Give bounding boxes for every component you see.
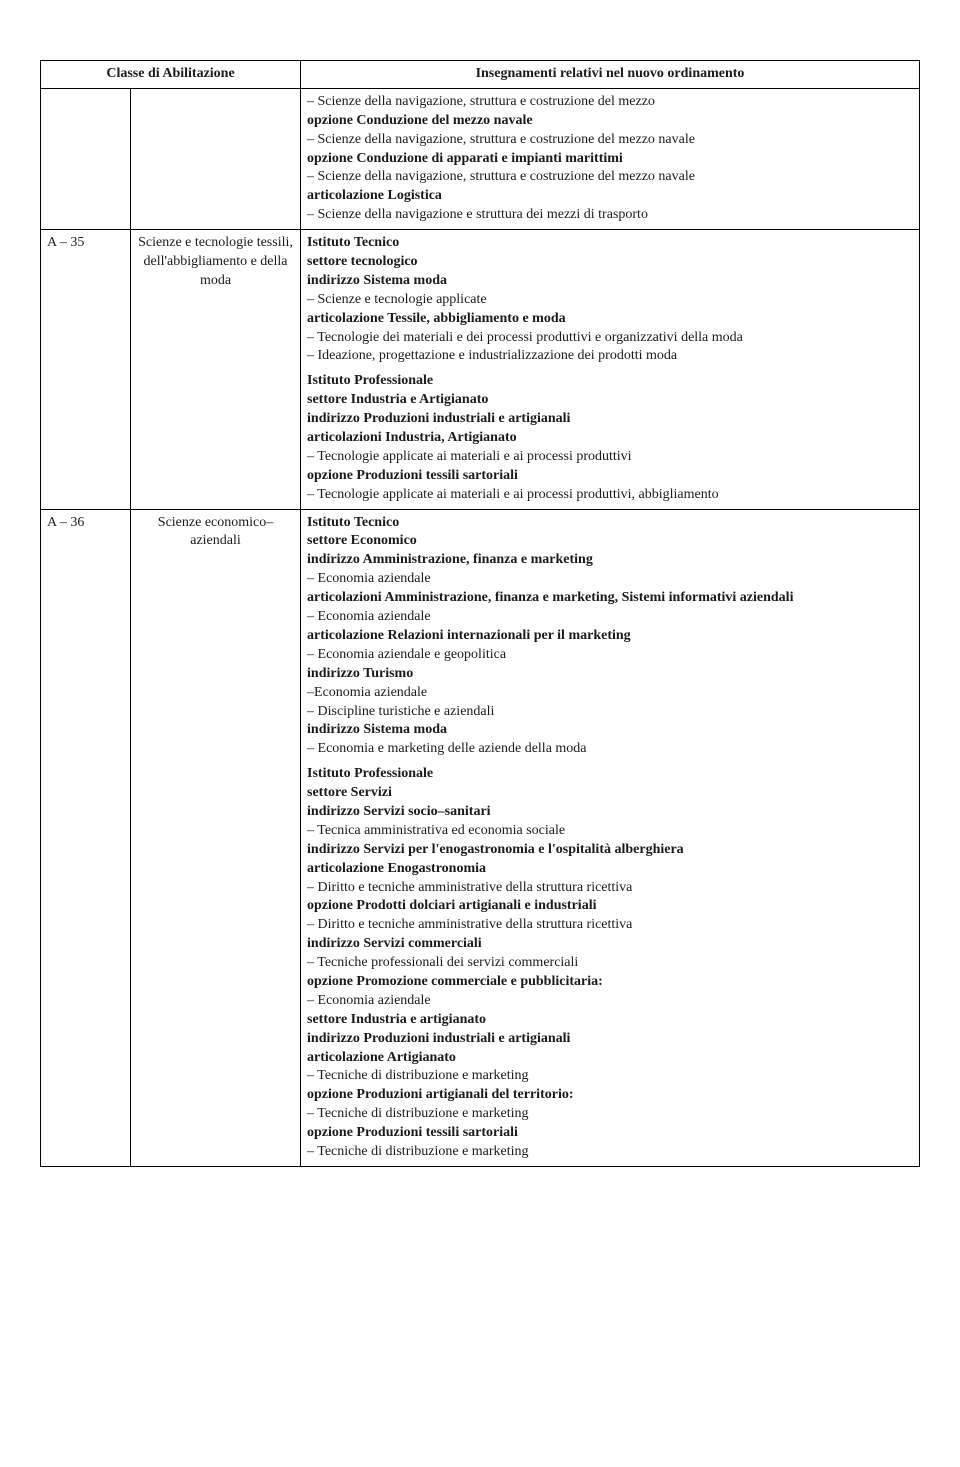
table-header-row: Classe di Abilitazione Insegnamenti rela… (41, 61, 920, 89)
item-line: – Tecniche professionali dei servizi com… (307, 954, 913, 973)
heading-line: indirizzo Sistema moda (307, 721, 913, 740)
item-line: – Tecnica amministrativa ed economia soc… (307, 822, 913, 841)
heading-line: articolazione Artigianato (307, 1049, 913, 1068)
heading-line: opzione Produzioni tessili sartoriali (307, 1124, 913, 1143)
table-row: A – 36 Scienze economico–aziendali Istit… (41, 509, 920, 1166)
classe-code (41, 88, 131, 229)
item-line: – Tecnologie applicate ai materiali e ai… (307, 486, 913, 505)
item-line: – Economia e marketing delle aziende del… (307, 740, 913, 759)
table-row: A – 35 Scienze e tecnologie tessili, del… (41, 230, 920, 509)
heading-line: articolazioni Amministrazione, finanza e… (307, 589, 913, 608)
heading-line: opzione Promozione commerciale e pubblic… (307, 973, 913, 992)
table-row: – Scienze della navigazione, struttura e… (41, 88, 920, 229)
abilitazione-table: Classe di Abilitazione Insegnamenti rela… (40, 60, 920, 1167)
item-line: – Scienze della navigazione, struttura e… (307, 168, 913, 187)
classe-denom (131, 88, 301, 229)
heading-line: settore Industria e artigianato (307, 1011, 913, 1030)
heading-line: indirizzo Produzioni industriali e artig… (307, 410, 913, 429)
item-line: – Tecniche di distribuzione e marketing (307, 1143, 913, 1162)
col-header-classe: Classe di Abilitazione (41, 61, 301, 89)
classe-code: A – 36 (41, 509, 131, 1166)
heading-line: indirizzo Turismo (307, 665, 913, 684)
item-line: – Scienze della navigazione, struttura e… (307, 131, 913, 150)
heading-line: articolazione Enogastronomia (307, 860, 913, 879)
item-line: – Ideazione, progettazione e industriali… (307, 347, 913, 366)
item-line: – Economia aziendale (307, 992, 913, 1011)
heading-line: indirizzo Produzioni industriali e artig… (307, 1030, 913, 1049)
heading-line: indirizzo Servizi socio–sanitari (307, 803, 913, 822)
heading-line: opzione Conduzione del mezzo navale (307, 112, 913, 131)
item-line: – Economia aziendale (307, 608, 913, 627)
col-header-insegnamenti: Insegnamenti relativi nel nuovo ordiname… (301, 61, 920, 89)
insegnamenti-cell: – Scienze della navigazione, struttura e… (301, 88, 920, 229)
item-line: – Tecnologie applicate ai materiali e ai… (307, 448, 913, 467)
heading-line: articolazione Tessile, abbigliamento e m… (307, 310, 913, 329)
heading-line: indirizzo Servizi per l'enogastronomia e… (307, 841, 913, 860)
page: Classe di Abilitazione Insegnamenti rela… (40, 60, 920, 1167)
heading-line: articolazione Logistica (307, 187, 913, 206)
heading-line: indirizzo Servizi commerciali (307, 935, 913, 954)
item-line: – Tecniche di distribuzione e marketing (307, 1105, 913, 1124)
heading-line: Istituto Tecnico (307, 514, 913, 533)
classe-denom: Scienze e tecnologie tessili, dell'abbig… (131, 230, 301, 509)
heading-line: Istituto Professionale (307, 372, 913, 391)
insegnamenti-cell: Istituto Tecnicosettore tecnologicoindir… (301, 230, 920, 509)
heading-line: opzione Prodotti dolciari artigianali e … (307, 897, 913, 916)
heading-line: settore tecnologico (307, 253, 913, 272)
item-line: – Discipline turistiche e aziendali (307, 703, 913, 722)
insegnamenti-cell: Istituto Tecnicosettore Economicoindiriz… (301, 509, 920, 1166)
item-line: –Economia aziendale (307, 684, 913, 703)
item-line: – Diritto e tecniche amministrative dell… (307, 916, 913, 935)
item-line: – Diritto e tecniche amministrative dell… (307, 879, 913, 898)
heading-line: indirizzo Amministrazione, finanza e mar… (307, 551, 913, 570)
heading-line: opzione Conduzione di apparati e impiant… (307, 150, 913, 169)
classe-code: A – 35 (41, 230, 131, 509)
classe-denom: Scienze economico–aziendali (131, 509, 301, 1166)
heading-line: opzione Produzioni artigianali del terri… (307, 1086, 913, 1105)
heading-line: opzione Produzioni tessili sartoriali (307, 467, 913, 486)
heading-line: indirizzo Sistema moda (307, 272, 913, 291)
item-line: – Tecnologie dei materiali e dei process… (307, 329, 913, 348)
heading-line: articolazioni Industria, Artigianato (307, 429, 913, 448)
heading-line: Istituto Tecnico (307, 234, 913, 253)
item-line: – Scienze della navigazione e struttura … (307, 206, 913, 225)
item-line: – Economia aziendale e geopolitica (307, 646, 913, 665)
item-line: – Tecniche di distribuzione e marketing (307, 1067, 913, 1086)
heading-line: articolazione Relazioni internazionali p… (307, 627, 913, 646)
item-line: – Economia aziendale (307, 570, 913, 589)
heading-line: settore Economico (307, 532, 913, 551)
heading-line: Istituto Professionale (307, 765, 913, 784)
heading-line: settore Industria e Artigianato (307, 391, 913, 410)
heading-line: settore Servizi (307, 784, 913, 803)
item-line: – Scienze della navigazione, struttura e… (307, 93, 913, 112)
item-line: – Scienze e tecnologie applicate (307, 291, 913, 310)
